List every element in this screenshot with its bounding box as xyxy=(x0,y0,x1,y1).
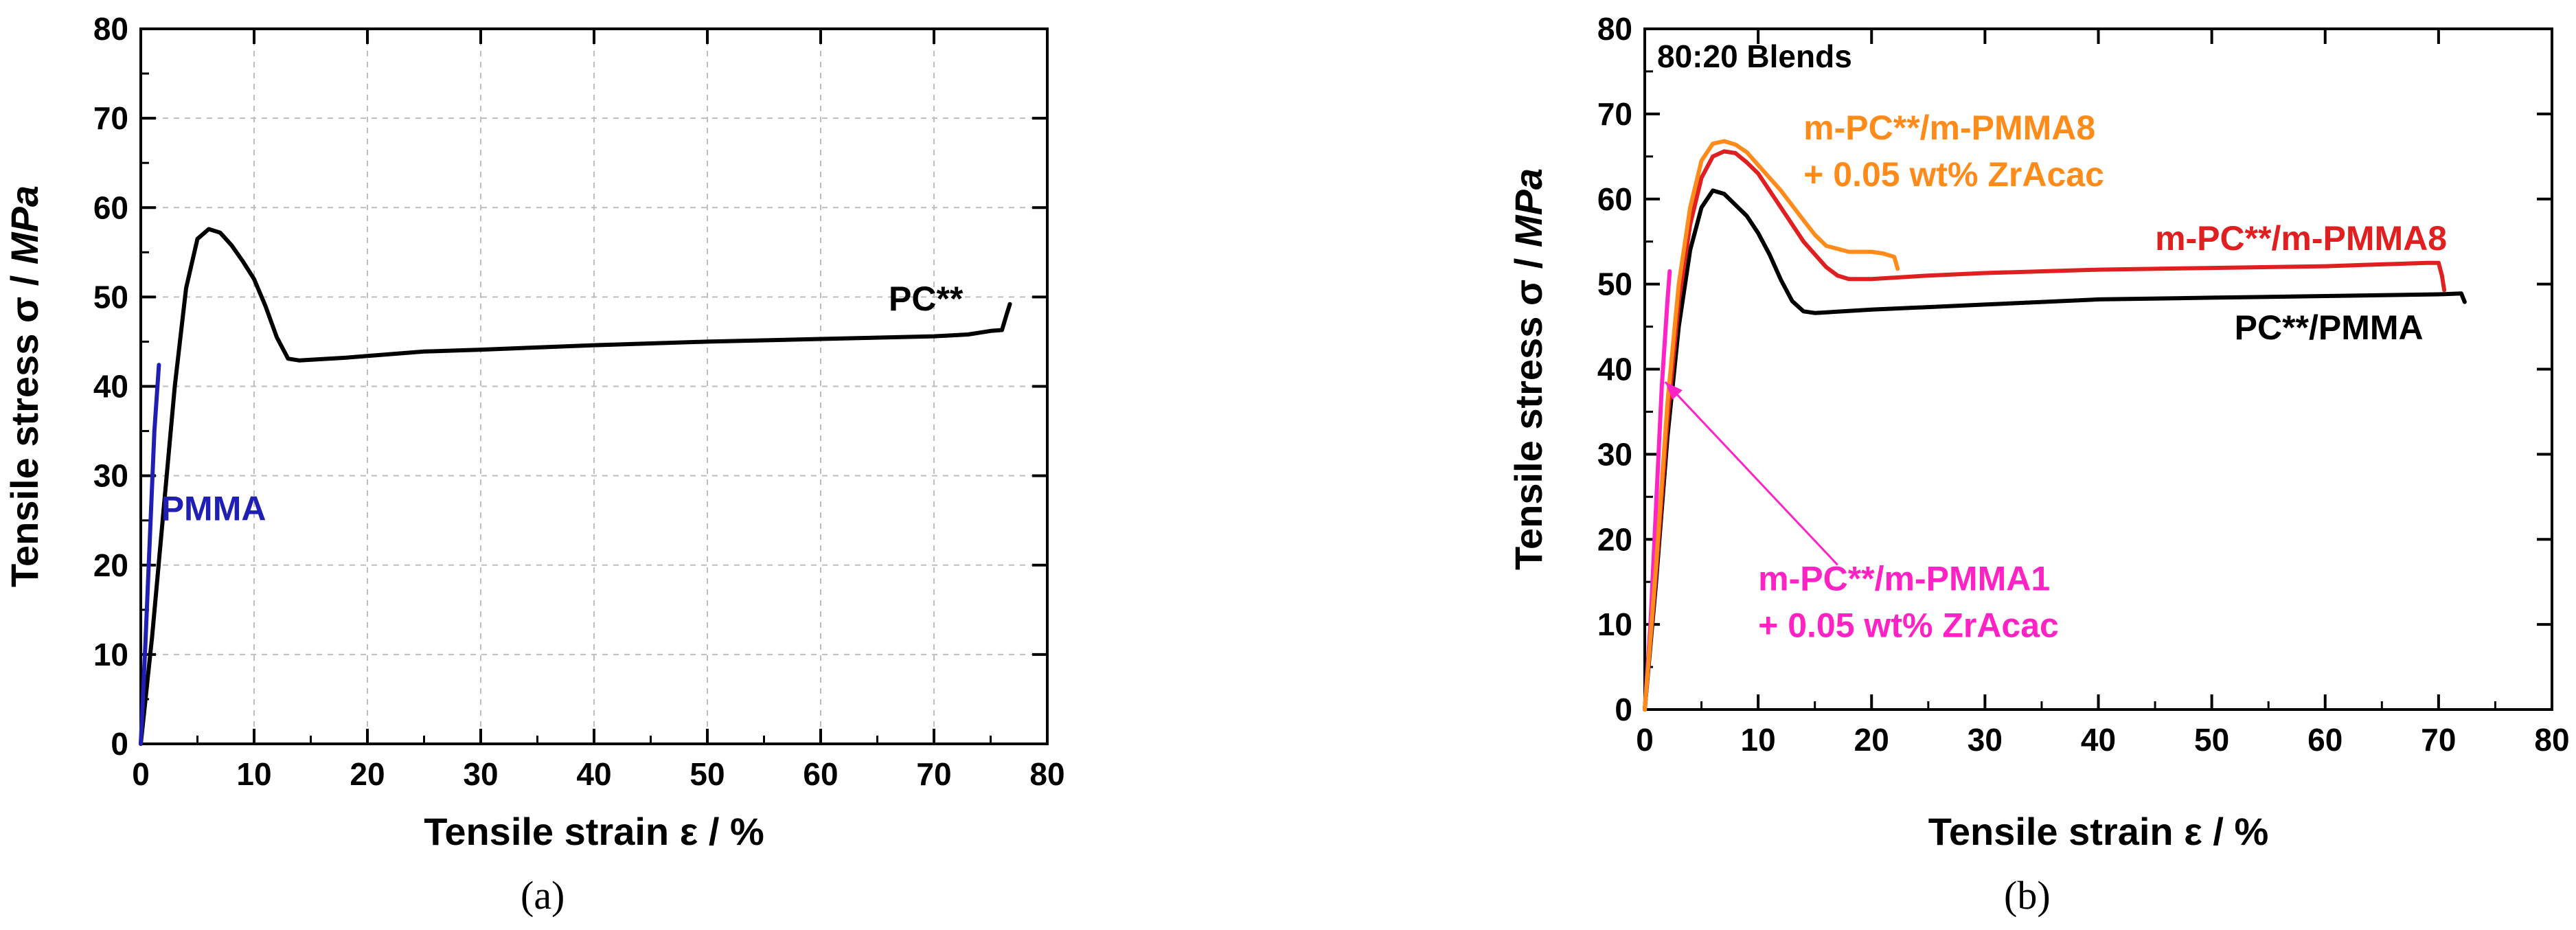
chart-a-x-tick-label: 70 xyxy=(916,756,951,792)
chart-a-x-tick-label: 60 xyxy=(803,756,838,792)
chart-a-y-tick-label: 10 xyxy=(93,637,128,672)
chart-a-y-axis-label-main: Tensile stress σ / xyxy=(3,264,46,587)
chart-b-annotation-label: + 0.05 wt% ZrAcac xyxy=(1758,606,2059,645)
chart-b-y-tick-label: 70 xyxy=(1597,96,1632,132)
chart-a-annotation-label: PMMA xyxy=(161,490,266,528)
chart-b-annotation-arrowhead xyxy=(1665,382,1683,400)
chart-b-y-axis-label: Tensile stress σ / MPa xyxy=(1507,168,1550,570)
chart-a-y-tick-label: 70 xyxy=(93,100,128,136)
panel-label-b: (b) xyxy=(2004,873,2051,918)
chart-a-x-tick-label: 0 xyxy=(132,756,150,792)
chart-b-series-line-3 xyxy=(1643,139,1900,712)
chart-b-x-tick-label: 80 xyxy=(2534,722,2569,758)
chart-a-y-tick-label: 20 xyxy=(93,547,128,583)
chart-a-y-tick-label: 80 xyxy=(93,11,128,47)
chart-a-y-tick-label: 40 xyxy=(93,369,128,405)
chart-b-y-tick-label: 10 xyxy=(1597,606,1632,642)
chart-a-y-tick-label: 60 xyxy=(93,190,128,225)
chart-b-x-axis-label: Tensile strain ε / % xyxy=(1928,810,2268,853)
chart-b-y-tick-label: 30 xyxy=(1597,436,1632,472)
chart-a-series-line-0 xyxy=(139,227,1012,746)
chart-b-y-tick-label: 50 xyxy=(1597,266,1632,302)
chart-b-series-line-2 xyxy=(1643,149,2447,712)
chart-b-y-tick-label: 80 xyxy=(1597,11,1632,47)
chart-b-series-line-1 xyxy=(1643,188,2467,712)
chart-b-x-tick-label: 10 xyxy=(1741,722,1776,758)
chart-a-annotation-label: PC** xyxy=(889,280,964,318)
chart-b-annotation-label: PC**/PMMA xyxy=(2235,308,2424,347)
chart-a-y-axis-label-unit: MPa xyxy=(3,185,46,264)
panel-label-a: (a) xyxy=(521,873,565,918)
chart-b-y-tick-label: 60 xyxy=(1597,181,1632,217)
chart-b-title: 80:20 Blends xyxy=(1657,38,1852,74)
chart-a-y-axis-label: Tensile stress σ / MPa xyxy=(3,185,46,587)
chart-a-x-tick-label: 30 xyxy=(463,756,498,792)
chart-a-x-tick-label: 80 xyxy=(1029,756,1064,792)
chart-b-y-axis-label-unit: MPa xyxy=(1507,168,1550,247)
chart-b-annotation-label: m-PC**/m-PMMA8 xyxy=(2155,219,2447,258)
chart-b-y-axis-label-main: Tensile stress σ / xyxy=(1507,247,1550,570)
chart-a-x-tick-label: 20 xyxy=(350,756,385,792)
chart-a-x-tick-label: 50 xyxy=(689,756,725,792)
chart-b-x-tick-label: 20 xyxy=(1854,722,1889,758)
chart-b-annotation-arrow xyxy=(1664,381,1838,566)
chart-b-x-tick-label: 60 xyxy=(2307,722,2343,758)
chart-b-y-tick-label: 20 xyxy=(1597,521,1632,557)
chart-b-x-tick-label: 0 xyxy=(1636,722,1654,758)
chart-b-annotation-label: m-PC**/m-PMMA8 xyxy=(1803,109,2095,147)
chart-a-x-tick-label: 10 xyxy=(236,756,271,792)
chart-panel-b: 0 10 20 30 40 50 60 70 80 0 10 20 30 40 50 60 70 80 Tensil… xyxy=(1507,11,2570,853)
chart-a-series-line-1 xyxy=(139,363,161,746)
chart-b-annotation-label: m-PC**/m-PMMA1 xyxy=(1758,560,2050,598)
chart-b-y-tick-label: 0 xyxy=(1615,692,1632,727)
chart-panel-a: 0 10 20 30 40 50 60 70 80 0 10 20 30 40 50 60 70 80 Tensil… xyxy=(3,11,1065,853)
chart-a-y-tick-label: 50 xyxy=(93,279,128,315)
chart-b-x-tick-label: 50 xyxy=(2194,722,2229,758)
chart-a-x-tick-label: 40 xyxy=(576,756,611,792)
chart-b-x-tick-label: 30 xyxy=(1968,722,2003,758)
chart-a-y-tick-label: 0 xyxy=(111,726,128,762)
chart-b-annotation-label: + 0.05 wt% ZrAcac xyxy=(1803,155,2104,194)
chart-a-x-axis-label: Tensile strain ε / % xyxy=(424,810,764,853)
chart-b-y-tick-label: 40 xyxy=(1597,352,1632,387)
chart-b-x-tick-label: 70 xyxy=(2421,722,2456,758)
chart-a-y-tick-label: 30 xyxy=(93,458,128,494)
chart-b-x-tick-label: 40 xyxy=(2081,722,2116,758)
